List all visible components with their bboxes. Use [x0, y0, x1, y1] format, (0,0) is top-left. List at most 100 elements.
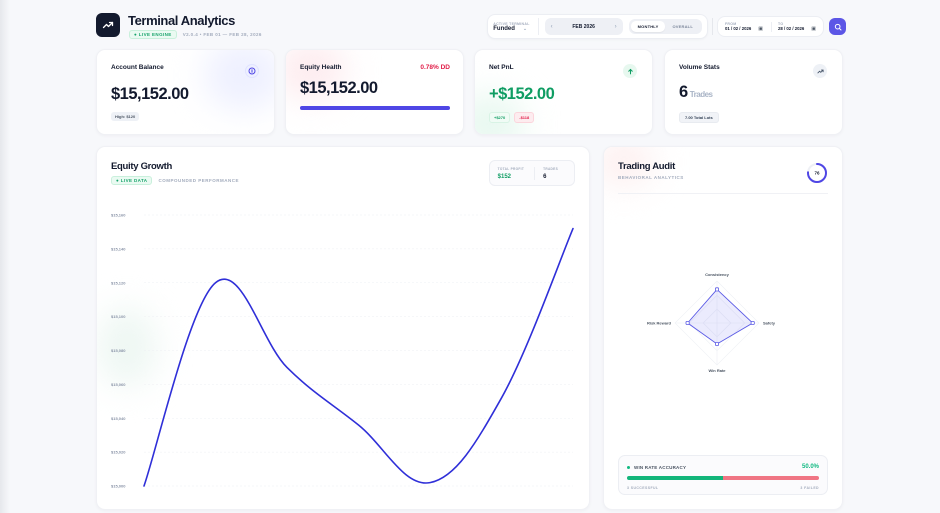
- y-axis-tick: $15,140: [111, 246, 126, 251]
- radar-point: [715, 287, 720, 292]
- date-range-picker: FROM 01 / 02 / 2026 ▣ TO 28 / 02 / 2026 …: [716, 16, 824, 37]
- win-rate-label: WIN RATE ACCURACY: [634, 465, 687, 470]
- current-month-label: FEB 2026: [572, 23, 595, 30]
- section-title: Equity Growth: [111, 161, 173, 172]
- trending-up-icon: [813, 64, 827, 78]
- losses-badge: -$118: [514, 112, 535, 123]
- active-terminal-value: Funded: [493, 25, 515, 32]
- from-label: FROM: [724, 21, 737, 26]
- calendar-icon[interactable]: ▣: [758, 25, 763, 32]
- dollar-coin-icon: [245, 64, 259, 78]
- net-pnl-card: Net PnL +$152.00 +$270 -$118: [474, 49, 653, 135]
- chevron-down-icon: ⌄: [522, 25, 528, 32]
- total-lots-badge: 7.00 Total Lots: [679, 112, 719, 123]
- trending-up-icon: [102, 21, 114, 29]
- equity-line-chart[interactable]: $15,160 $15,140 $15,120 $15,100 $15,080 $15,0…: [97, 147, 590, 510]
- equity-line: [143, 227, 574, 487]
- kpi-summary: TOTAL PROFIT $152 TRADES 6: [488, 160, 575, 186]
- next-month-button[interactable]: ›: [614, 23, 617, 30]
- y-axis-tick: $15,060: [111, 382, 126, 387]
- kpi-label: TRADES: [543, 166, 558, 171]
- radar-point: [685, 321, 690, 326]
- y-axis-tick: $15,020: [111, 450, 126, 455]
- from-date-field[interactable]: FROM 01 / 02 / 2026 ▣: [723, 22, 765, 32]
- trades-word: Trades: [689, 90, 713, 99]
- net-pnl-value: +$152.00: [489, 85, 555, 103]
- to-date-value: 28 / 02 / 2026: [777, 26, 805, 31]
- section-subtitle: BEHAVIORAL ANALYTICS: [618, 175, 684, 180]
- tab-monthly[interactable]: MONTHLY: [630, 21, 666, 32]
- total-profit-value: $152: [497, 173, 511, 180]
- search-icon: [834, 23, 841, 30]
- y-axis-tick: $15,080: [111, 348, 126, 353]
- radar-axis-label: Consistency: [705, 272, 730, 277]
- radar-axis-label: Safety: [763, 321, 776, 326]
- equity-growth-card: Equity Growth ● LIVE DATA COMPOUNDED PER…: [96, 146, 590, 510]
- win-rate-bar: [627, 476, 819, 480]
- live-engine-badge: ● LIVE ENGINE: [129, 30, 177, 39]
- search-button[interactable]: [829, 18, 846, 35]
- win-rate-panel: WIN RATE ACCURACY 50.0% 3 SUCCESSFUL 3 F…: [618, 455, 828, 495]
- y-axis-tick: $15,040: [111, 416, 126, 421]
- card-title: Volume Stats: [679, 64, 720, 71]
- drawdown-indicator: 0.78% DD: [420, 64, 450, 71]
- card-title: Net PnL: [489, 64, 514, 71]
- window-edge-shadow: [0, 0, 10, 513]
- terminal-period-controls: ACTIVE TERMINAL Funded ⌄ ‹ FEB 2026 › MO…: [487, 14, 708, 39]
- trades-value: 6: [543, 173, 547, 180]
- status-dot: [627, 466, 630, 469]
- section-title: Trading Audit: [618, 161, 675, 172]
- radar-point: [715, 341, 720, 346]
- live-data-badge: ● LIVE DATA: [111, 176, 153, 185]
- to-label: TO: [777, 21, 784, 26]
- active-terminal-select[interactable]: ACTIVE TERMINAL Funded ⌄: [493, 18, 539, 35]
- version-date-range: V2.0.4 • FEB 01 — FEB 28, 2026: [182, 32, 262, 37]
- card-title: Equity Health: [300, 64, 342, 71]
- header-divider: [711, 18, 713, 35]
- gains-badge: +$270: [489, 112, 511, 123]
- card-title: Account Balance: [111, 64, 164, 71]
- radar-point: [750, 321, 755, 326]
- card-glow: [204, 50, 274, 110]
- tab-overall[interactable]: OVERALL: [672, 24, 693, 29]
- card-glow: [97, 307, 157, 387]
- month-navigator: ‹ FEB 2026 ›: [544, 18, 623, 35]
- arrow-up-icon: [623, 64, 637, 78]
- audit-score-ring: 76: [806, 162, 828, 184]
- behavioral-radar-chart: Consistency Safety Win Rate Risk Reward: [647, 272, 776, 373]
- successful-count: 3 SUCCESSFUL: [627, 486, 659, 490]
- radar-axis-label: Risk Reward: [647, 321, 672, 326]
- volume-stats-card: Volume Stats 6 Trades 7.00 Total Lots: [664, 49, 843, 135]
- section-subtitle: COMPOUNDED PERFORMANCE: [158, 178, 239, 183]
- to-date-field[interactable]: TO 28 / 02 / 2026 ▣: [770, 21, 818, 32]
- failed-segment: [723, 476, 819, 480]
- section-divider: [618, 193, 828, 194]
- equity-health-bar: [300, 106, 450, 110]
- header-controls: ACTIVE TERMINAL Funded ⌄ ‹ FEB 2026 › MO…: [487, 13, 846, 40]
- app-title: Terminal Analytics: [128, 13, 235, 28]
- top-header: Terminal Analytics ● LIVE ENGINE V2.0.4 …: [96, 13, 846, 41]
- radar-axis-label: Win Rate: [708, 368, 726, 373]
- app-logo: [96, 13, 120, 37]
- kpi-label: TOTAL PROFIT: [497, 166, 525, 171]
- equity-value: $15,152.00: [300, 79, 378, 97]
- trades-count: 6: [679, 83, 688, 101]
- view-mode-toggle: MONTHLY OVERALL: [628, 19, 702, 34]
- from-date-value: 01 / 02 / 2026: [724, 26, 752, 31]
- active-terminal-label: ACTIVE TERMINAL: [493, 21, 530, 26]
- audit-score-value: 76: [814, 171, 820, 176]
- y-axis-tick: $15,100: [111, 314, 126, 319]
- account-balance-card: Account Balance $15,152.00 High: $120: [96, 49, 275, 135]
- y-axis-tick: $15,000: [111, 484, 126, 489]
- y-axis-tick: $15,120: [111, 280, 126, 285]
- win-rate-value: 50.0%: [801, 464, 819, 470]
- high-watermark-badge: High: $120: [111, 112, 140, 121]
- failed-count: 3 FAILED: [800, 486, 819, 490]
- trading-audit-card: Trading Audit BEHAVIORAL ANALYTICS 76 Co…: [603, 146, 843, 510]
- calendar-icon[interactable]: ▣: [811, 25, 816, 32]
- radar-shape: [686, 288, 754, 345]
- prev-month-button[interactable]: ‹: [550, 23, 553, 30]
- account-balance-value: $15,152.00: [111, 85, 189, 103]
- success-segment: [627, 476, 723, 480]
- y-axis-tick: $15,160: [111, 213, 126, 218]
